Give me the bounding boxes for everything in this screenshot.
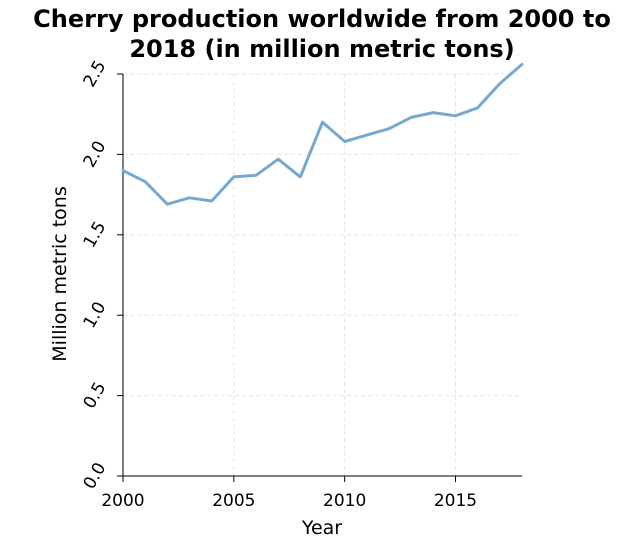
y-tick-label-2.0: 2.0 (80, 138, 111, 171)
x-tick-label-2010: 2010 (323, 491, 366, 511)
y-tick-label-0.0: 0.0 (80, 459, 111, 492)
y-axis-label: Million metric tons (49, 186, 71, 361)
x-tick-label-2000: 2000 (101, 491, 144, 511)
tick-labels: 2000 2005 2010 2015 0.0 0.5 1.0 1.5 2.0 2.5 (80, 57, 478, 511)
series-line-0 (121, 62, 524, 206)
y-tick-label-1.5: 1.5 (80, 218, 111, 251)
y-tick-label-2.5: 2.5 (80, 57, 111, 90)
x-tick-label-2015: 2015 (434, 491, 477, 511)
x-axis-label: Year (301, 517, 342, 539)
x-tick-label-2005: 2005 (212, 491, 255, 511)
y-tick-label-1.0: 1.0 (80, 298, 111, 331)
series-layer (121, 62, 524, 206)
chart-title-line-1: Cherry production worldwide from 2000 to (33, 5, 611, 33)
grid (122, 73, 522, 477)
chart-title-line-2: 2018 (in million metric tons) (129, 35, 515, 63)
y-tick-label-0.5: 0.5 (80, 379, 111, 412)
axes (117, 73, 522, 482)
chart-title: Cherry production worldwide from 2000 to… (0, 4, 644, 64)
